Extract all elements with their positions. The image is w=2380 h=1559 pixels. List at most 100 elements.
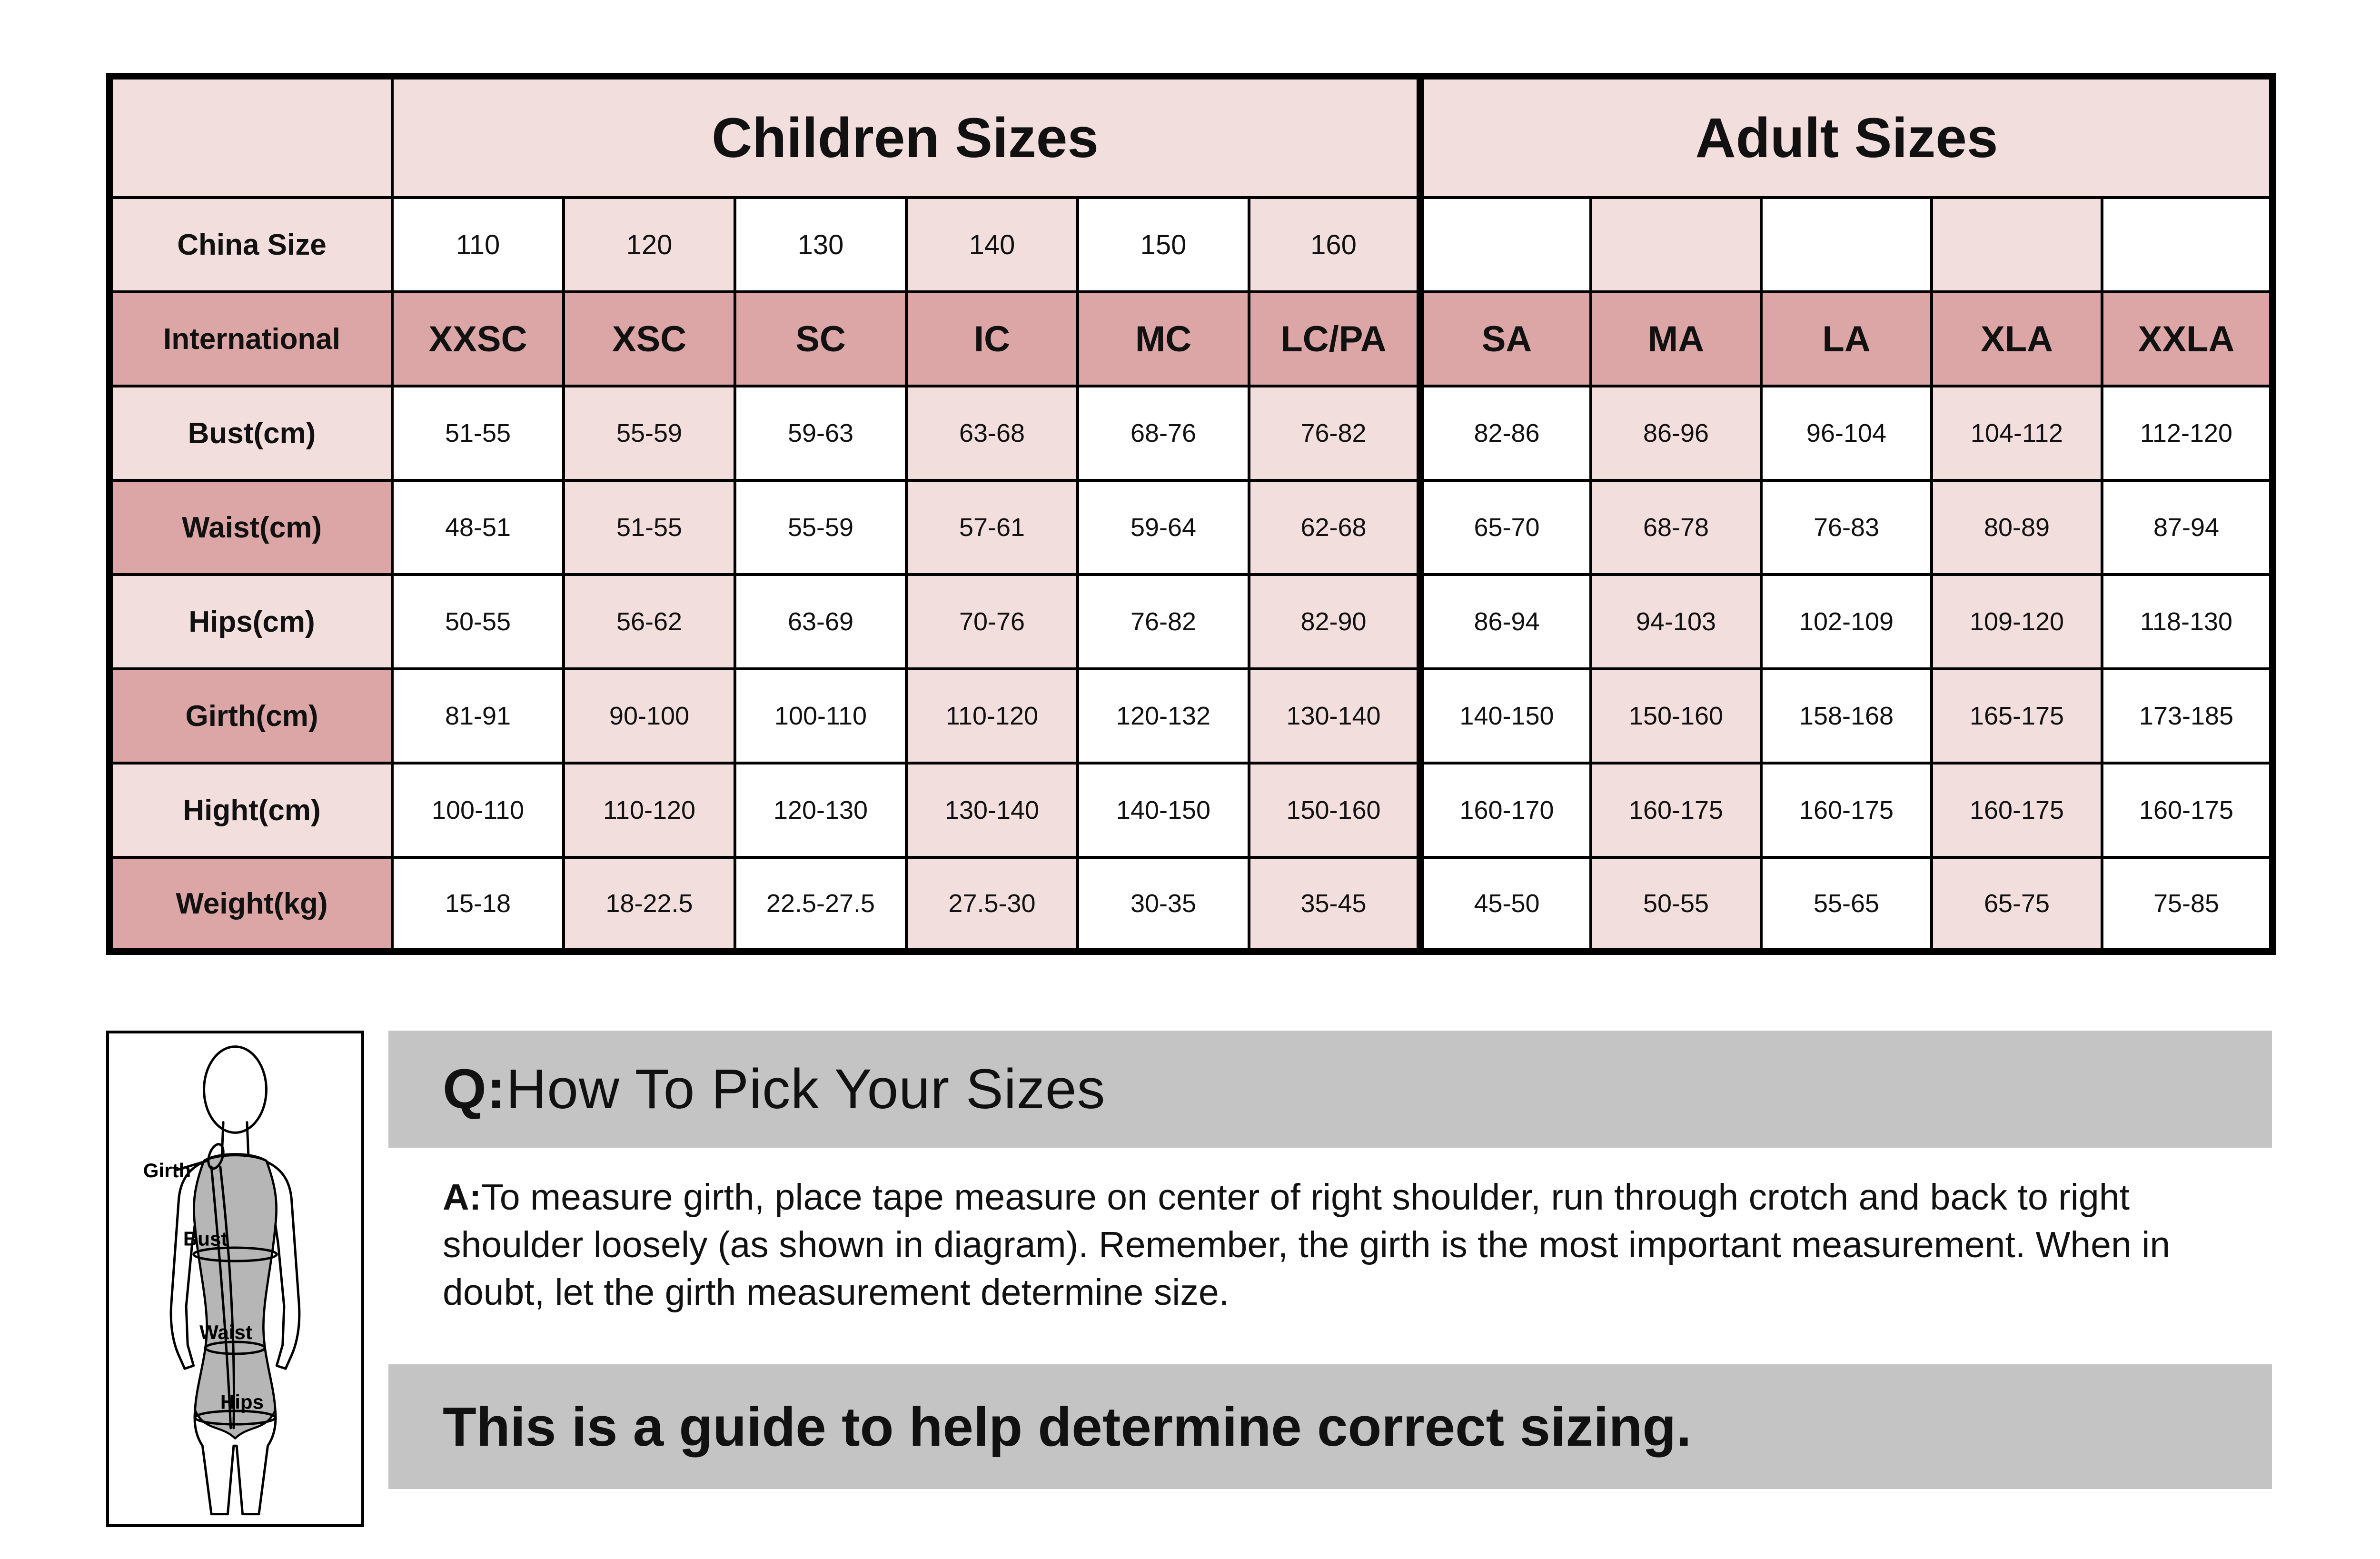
diagram-label-hips: Hips xyxy=(220,1390,264,1413)
table-cell: 102-109 xyxy=(1760,573,1933,670)
table-cell: IC xyxy=(905,290,1079,387)
table-cell: 158-168 xyxy=(1760,667,1933,765)
table-cell: 48-51 xyxy=(391,479,565,576)
table-cell: 50-55 xyxy=(391,573,565,670)
table-cell: 140-150 xyxy=(1417,667,1592,765)
table-cell: 15-18 xyxy=(391,856,565,953)
table-cell: 45-50 xyxy=(1417,856,1592,953)
table-cell: 160 xyxy=(1248,196,1422,293)
table-cell: 100-110 xyxy=(734,667,908,765)
girth-label-pointer xyxy=(176,1160,208,1171)
table-cell: 150-160 xyxy=(1589,667,1763,765)
table-cell: 51-55 xyxy=(391,385,565,482)
table-row: International XXSC XSC SC IC MC LC/PA SA MA LA XLA… xyxy=(108,290,2274,387)
table-cell: 70-76 xyxy=(905,573,1079,670)
diagram-label-girth: Girth xyxy=(143,1159,191,1182)
table-cell: 18-22.5 xyxy=(562,856,736,953)
footer-text: This is a guide to help determine correc… xyxy=(443,1396,1692,1458)
table-row: Hight(cm) 100-110 110-120 120-130 130-140 140… xyxy=(108,762,2274,859)
size-table-body: Children Sizes Adult Sizes China Size 110 12… xyxy=(108,75,2274,953)
table-cell: 82-90 xyxy=(1248,573,1422,670)
figure-neck xyxy=(220,1121,250,1159)
waist-measure-arc xyxy=(204,1341,266,1355)
table-cell: 96-104 xyxy=(1760,385,1933,482)
table-cell: SA xyxy=(1417,290,1592,387)
table-cell: 59-63 xyxy=(734,385,908,482)
answer-prefix: A: xyxy=(443,1177,482,1218)
girth-tape-line xyxy=(210,1165,235,1430)
table-cell: MA xyxy=(1589,290,1763,387)
table-cell: XXLA xyxy=(2101,290,2274,387)
table-cell: 160-175 xyxy=(1760,762,1933,859)
table-cell: 65-70 xyxy=(1417,479,1592,576)
table-row: China Size 110 120 130 140 150 160 xyxy=(108,196,2274,293)
table-cell: 130-140 xyxy=(905,762,1079,859)
table-cell: 22.5-27.5 xyxy=(734,856,908,953)
table-cell: 100-110 xyxy=(391,762,565,859)
table-cell: 65-75 xyxy=(1930,856,2103,953)
table-cell: 56-62 xyxy=(562,573,736,670)
table-cell: 150 xyxy=(1076,196,1250,293)
table-cell: 109-120 xyxy=(1930,573,2103,670)
table-cell: 76-82 xyxy=(1076,573,1250,670)
table-cell: 51-55 xyxy=(562,479,736,576)
table-cell: 27.5-30 xyxy=(905,856,1079,953)
row-label-bust-cm-: Bust(cm) xyxy=(108,385,394,482)
table-cell: 30-35 xyxy=(1076,856,1250,953)
table-cell: 81-91 xyxy=(391,667,565,765)
question-prefix: Q: xyxy=(443,1058,506,1121)
table-cell: 68-76 xyxy=(1076,385,1250,482)
table-cell: 63-68 xyxy=(905,385,1079,482)
table-cell: 55-65 xyxy=(1760,856,1933,953)
table-cell: XLA xyxy=(1930,290,2103,387)
table-row: Bust(cm) 51-55 55-59 59-63 63-68 68-76 76-82 82… xyxy=(108,385,2274,482)
table-row: Girth(cm) 81-91 90-100 100-110 110-120 120-13… xyxy=(108,667,2274,765)
table-cell xyxy=(2101,196,2274,293)
table-cell: 173-185 xyxy=(2101,667,2274,765)
answer-text: To measure girth, place tape measure on … xyxy=(443,1177,2171,1313)
table-cell: 82-86 xyxy=(1417,385,1592,482)
table-cell: 130-140 xyxy=(1248,667,1422,765)
table-cell: 76-82 xyxy=(1248,385,1422,482)
row-label-girth-cm-: Girth(cm) xyxy=(108,667,394,765)
table-cell: 110-120 xyxy=(905,667,1079,765)
table-cell: 118-130 xyxy=(2101,573,2274,670)
question-title: How To Pick Your Sizes xyxy=(506,1058,1106,1121)
table-cell xyxy=(1589,196,1763,293)
body-diagram-box: Girth Bust Waist Hips xyxy=(106,1031,364,1527)
table-cell xyxy=(1760,196,1933,293)
row-label-waist-cm-: Waist(cm) xyxy=(108,479,394,576)
table-cell: 35-45 xyxy=(1248,856,1422,953)
table-cell: 76-83 xyxy=(1760,479,1933,576)
table-row: Weight(kg) 15-18 18-22.5 22.5-27.5 27.5-30 30… xyxy=(108,856,2274,953)
row-label-international: International xyxy=(108,290,394,387)
table-cell: 110 xyxy=(391,196,565,293)
table-cell: 55-59 xyxy=(562,385,736,482)
table-cell: 55-59 xyxy=(734,479,908,576)
table-cell: 160-175 xyxy=(2101,762,2274,859)
table-corner-cell xyxy=(108,75,394,199)
table-cell: LC/PA xyxy=(1248,290,1422,387)
table-cell: SC xyxy=(734,290,908,387)
table-cell: 63-69 xyxy=(734,573,908,670)
hips-measure-arc xyxy=(194,1410,277,1426)
group-header-adult-sizes: Adult Sizes xyxy=(1417,75,2274,199)
table-cell: 75-85 xyxy=(2101,856,2274,953)
table-cell: 160-170 xyxy=(1417,762,1592,859)
table-cell: 140 xyxy=(905,196,1079,293)
row-label-hips-cm-: Hips(cm) xyxy=(108,573,394,670)
table-cell: 62-68 xyxy=(1248,479,1422,576)
bust-measure-arc xyxy=(192,1246,278,1262)
table-group-header-row: Children Sizes Adult Sizes xyxy=(108,75,2274,199)
figure-head xyxy=(203,1045,268,1134)
table-cell: 104-112 xyxy=(1930,385,2103,482)
table-cell: 90-100 xyxy=(562,667,736,765)
table-cell xyxy=(1930,196,2103,293)
table-cell: 80-89 xyxy=(1930,479,2103,576)
table-cell: 120-132 xyxy=(1076,667,1250,765)
table-cell: 120 xyxy=(562,196,736,293)
diagram-label-bust: Bust xyxy=(183,1227,228,1250)
table-cell: 50-55 xyxy=(1589,856,1763,953)
figure-leotard xyxy=(193,1154,278,1440)
